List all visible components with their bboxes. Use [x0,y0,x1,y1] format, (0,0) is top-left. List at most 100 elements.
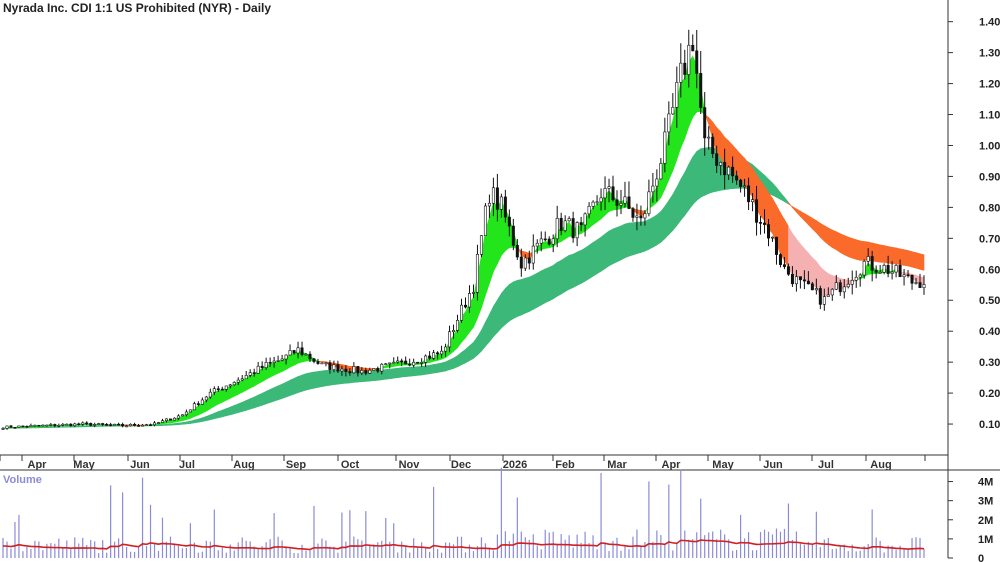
long-ma-ribbon-segment [321,370,327,387]
long-ma-ribbon-segment [572,251,578,289]
price-bar [37,424,41,427]
price-bar [890,261,894,280]
price-bar-body [595,201,599,204]
price-bar-body [854,276,858,281]
long-ma-ribbon-segment [293,375,299,395]
price-bar-body [228,384,232,387]
price-bar [440,345,444,359]
long-ma-ribbon-segment [624,222,630,259]
price-bar [902,268,906,286]
price-bar [707,126,711,150]
long-ma-ribbon-segment [648,216,654,250]
price-bar [763,209,767,234]
date-tick-label: Aug [870,459,891,471]
price-bar-body [583,213,587,226]
price-bar [798,276,802,289]
price-bar [252,368,256,377]
price-bar-body [483,205,487,236]
price-bar [539,231,543,252]
price-bar [830,288,834,301]
long-ma-ribbon-segment [919,253,925,271]
long-ma-ribbon-segment [656,210,662,246]
long-ma-ribbon-segment [644,219,650,252]
long-ma-ribbon-segment [473,335,478,360]
short-ma-ribbon-segment [784,218,789,269]
price-bar [61,423,65,427]
price-bar [555,205,559,248]
price-bar [77,422,81,426]
price-bar-body [137,425,141,427]
price-bar-body [866,256,870,262]
price-bar-body [280,358,284,361]
price-tick-label: 1.20 [979,79,1000,91]
price-bar [643,210,647,226]
chart-title: Nyrada Inc. CDI 1:1 US Prohibited (NYR) … [3,1,272,15]
price-bar-body [487,202,491,207]
price-bar [595,195,599,206]
price-bar [755,185,759,236]
price-bar-body [424,355,428,363]
price-bar [180,414,184,417]
price-bar [452,324,456,339]
short-ma-ribbon-segment [229,383,235,399]
short-ma-ribbon-segment [804,247,809,283]
price-bar-body [790,274,794,285]
price-bar [360,367,364,376]
long-ma-ribbon-segment [457,351,462,368]
long-ma-ribbon-segment [337,369,343,385]
long-ma-ribbon-segment [465,345,470,364]
price-bar-body [814,288,818,291]
price-bar-body [172,417,176,421]
short-ma-ribbon-segment [521,250,526,258]
short-ma-ribbon-segment [269,362,275,378]
price-bar [5,425,9,430]
long-ma-ribbon-segment [221,408,227,418]
long-ma-ribbon-segment [855,239,861,261]
price-bar-body [559,217,563,231]
price-bar-body [723,162,727,176]
price-bar-body [531,245,535,264]
price-bar [105,423,109,426]
long-ma-ribbon-segment [317,370,323,388]
long-ma-ribbon-segment [891,246,897,265]
volume-tick-label: 0 [978,553,984,562]
price-bar-body [719,162,723,166]
price-bar-body [25,425,29,428]
price-bar-body [850,280,854,285]
price-bar [408,358,412,367]
price-bar-body [97,423,101,425]
price-candles [1,29,926,430]
price-bar [416,361,420,364]
price-bar [192,401,196,411]
price-bar-body [5,425,9,429]
price-bar [65,423,69,426]
price-tick-label: 0.70 [979,233,1000,245]
long-ma-ribbon-segment [824,225,829,246]
price-bar [655,169,659,202]
long-ma-ribbon-segment [325,370,331,387]
long-ma-ribbon-segment [245,398,251,411]
long-ma-ribbon-segment [676,179,682,227]
long-ma-ribbon-segment [816,219,821,239]
price-bar-body [141,424,145,427]
long-ma-ribbon-segment [257,392,263,407]
long-ma-ribbon-segment [564,254,570,293]
price-bar-body [180,414,184,417]
long-ma-ribbon-segment [536,270,542,308]
price-bar-body [763,222,767,225]
moving-average-ribbons [2,55,925,429]
price-bar-body [639,215,643,219]
price-bar-body [651,185,655,193]
price-bar [204,395,208,403]
price-bar-body [53,424,57,427]
price-bar [886,255,890,278]
price-bar [89,422,93,427]
long-ma-ribbon-segment [879,244,885,263]
long-ma-ribbon-segment [42,426,48,429]
price-bar-body [591,201,595,207]
price-bar-body [782,264,786,267]
long-ma-ribbon-segment [620,223,626,261]
price-bar [336,360,340,373]
price-bar [635,203,639,231]
long-ma-ribbon-segment [202,416,207,422]
